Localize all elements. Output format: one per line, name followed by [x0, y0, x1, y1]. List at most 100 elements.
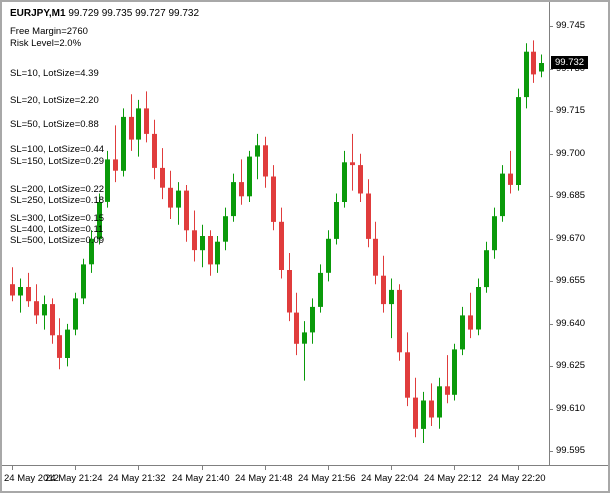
candle: [389, 278, 394, 339]
candle: [524, 43, 529, 109]
candle-body-bear: [152, 133, 157, 168]
symbol-timeframe-label: EURJPY,M1: [10, 8, 66, 19]
price-label: 99.625: [556, 360, 586, 371]
candle: [144, 91, 149, 143]
time-label: 24 May 22:12: [424, 473, 482, 484]
candle: [484, 241, 489, 293]
candle-body-bull: [176, 190, 181, 208]
candle: [263, 136, 268, 188]
candle-body-bear: [413, 397, 418, 429]
candle-body-bear: [144, 108, 149, 134]
candle-body-bear: [184, 190, 189, 231]
candle-body-bull: [516, 97, 521, 185]
price-axis-tick: [550, 111, 553, 112]
candle: [105, 150, 110, 208]
candle: [302, 321, 307, 381]
candle-body-bear: [239, 182, 244, 197]
sl-lotsize-label: SL=200, LotSize=0.22: [10, 184, 105, 195]
candle: [539, 54, 544, 78]
price-axis-tick: [550, 69, 553, 70]
time-label: 24 May 2012: [4, 473, 59, 484]
price-label: 99.685: [556, 190, 586, 201]
candle-body-bull: [97, 202, 102, 239]
candle-body-bear: [531, 51, 536, 75]
candle-body-bear: [129, 116, 134, 140]
candle: [184, 185, 189, 242]
time-label: 24 May 21:32: [108, 473, 166, 484]
price-axis-tick: [550, 324, 553, 325]
candle-body-bear: [294, 312, 299, 344]
candle: [50, 298, 55, 344]
price-axis[interactable]: 99.74599.73099.71599.70099.68599.67099.6…: [549, 2, 608, 465]
time-label: 24 May 21:56: [298, 473, 356, 484]
sl-lotsize-label: SL=300, LotSize=0.15: [10, 213, 105, 224]
candle: [437, 377, 442, 429]
price-label: 99.745: [556, 20, 586, 31]
time-axis-tick: [202, 466, 203, 470]
time-axis[interactable]: 24 May 2012 24 May 21:24 24 May 21:32 24 Ma…: [2, 465, 608, 491]
price-axis-tick: [550, 281, 553, 282]
candle: [452, 343, 457, 401]
candle: [429, 383, 434, 426]
candle-body-bull: [500, 173, 505, 217]
candle-body-bull: [215, 241, 220, 265]
candle: [160, 148, 165, 200]
candle-body-bull: [247, 156, 252, 197]
candle: [310, 298, 315, 344]
candle-body-bull: [476, 287, 481, 330]
candle: [413, 377, 418, 438]
candle-body-bull: [421, 400, 426, 429]
time-axis-tick: [265, 466, 266, 470]
candle-body-bull: [460, 315, 465, 350]
candle: [445, 355, 450, 404]
candle-body-bull: [310, 306, 315, 333]
price-axis-tick: [550, 196, 553, 197]
candle-body-bull: [42, 304, 47, 316]
time-axis-tick: [518, 466, 519, 470]
candle: [34, 284, 39, 324]
time-axis-tick: [391, 466, 392, 470]
candle: [468, 292, 473, 339]
candle: [318, 264, 323, 313]
candle-body-bull: [200, 236, 205, 251]
candle: [508, 150, 513, 194]
candle-body-bull: [437, 386, 442, 418]
candle-body-bear: [429, 400, 434, 418]
candle: [81, 258, 86, 305]
price-label: 99.655: [556, 275, 586, 286]
candle: [460, 306, 465, 356]
price-label: 99.610: [556, 403, 586, 414]
candle: [97, 193, 102, 245]
candle: [255, 133, 260, 180]
candle: [200, 224, 205, 268]
candle: [516, 88, 521, 191]
candle: [129, 94, 134, 151]
candle-body-bear: [468, 315, 473, 330]
time-axis-tick: [454, 466, 455, 470]
candle-body-bull: [231, 182, 236, 217]
candle-body-bull: [121, 116, 126, 171]
time-axis-tick: [12, 466, 13, 470]
candle-body-bear: [57, 335, 62, 358]
sl-lotsize-label: SL=20, LotSize=2.20: [10, 95, 99, 106]
candle-body-bear: [350, 162, 355, 166]
candle-body-bear: [26, 287, 31, 302]
candle-body-bear: [405, 352, 410, 398]
candle-body-bear: [381, 275, 386, 305]
candle: [294, 292, 299, 356]
candle-body-bull: [18, 287, 23, 296]
candle: [136, 99, 141, 157]
candle: [381, 255, 386, 313]
price-axis-tick: [550, 26, 553, 27]
candle: [405, 332, 410, 407]
candle: [65, 323, 70, 367]
chart-canvas[interactable]: EURJPY,M1 99.729 99.735 99.727 99.732 Fr…: [2, 2, 549, 465]
candle-body-bull: [81, 264, 86, 299]
chart-title: EURJPY,M1 99.729 99.735 99.727 99.732: [10, 8, 199, 19]
candle-body-bull: [223, 216, 228, 242]
price-label: 99.715: [556, 105, 586, 116]
candle: [397, 284, 402, 361]
candle-body-bull: [524, 51, 529, 98]
candle: [531, 40, 536, 83]
